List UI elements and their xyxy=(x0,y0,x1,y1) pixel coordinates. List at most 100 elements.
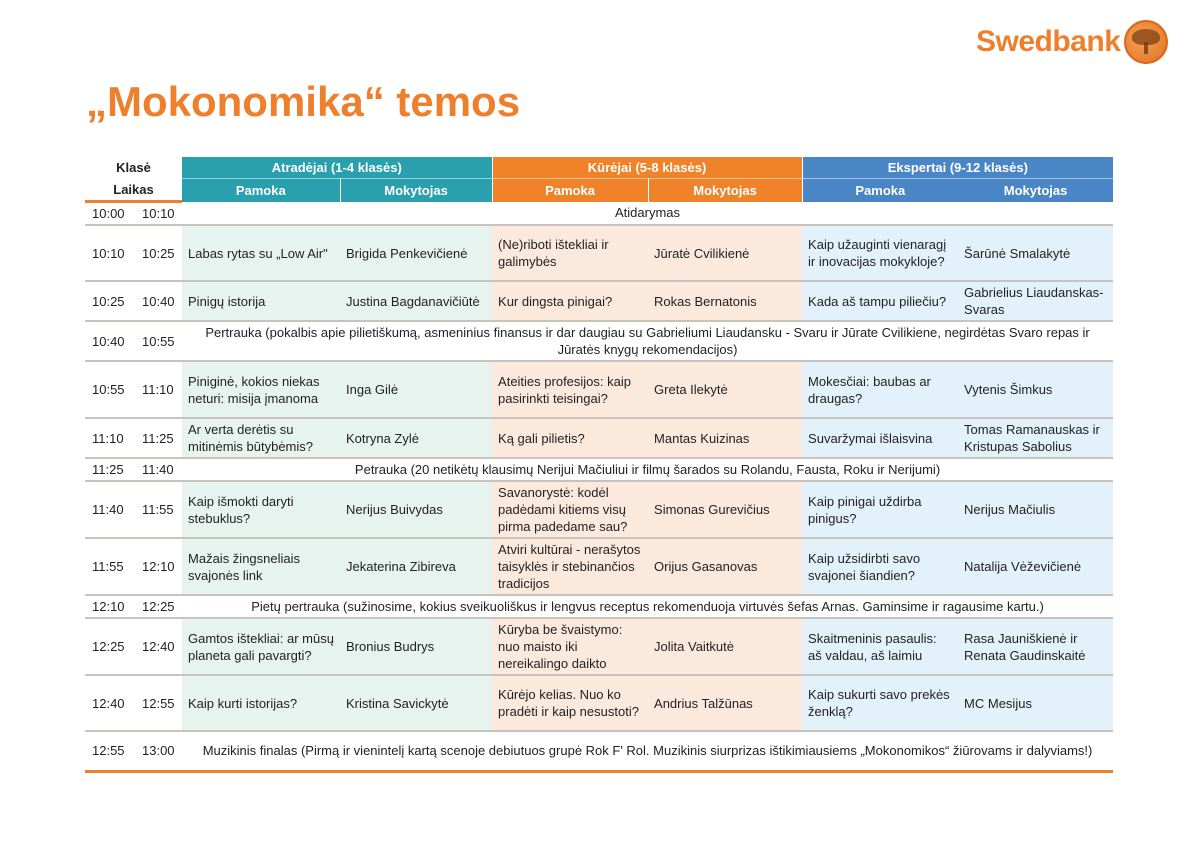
break-row: 11:25 11:40 Petrauka (20 netikėtų klausimų… xyxy=(85,458,1114,482)
swedbank-logo: Swedbank xyxy=(976,20,1169,64)
teacher-name: Orijus Gasanovas xyxy=(648,538,803,596)
teacher-name: Jolita Vaitkutė xyxy=(648,618,803,676)
teacher-name: Simonas Gurevičius xyxy=(648,481,803,539)
end-time: 11:10 xyxy=(135,361,183,419)
lesson-title: Ateities profesijos: kaip pasirinkti tei… xyxy=(492,361,649,419)
teacher-name: Jekaterina Zibireva xyxy=(340,538,493,596)
lesson-title: Ar verta derėtis su mitinėmis būtybėmis? xyxy=(182,418,341,459)
lesson-title: Atviri kultūrai - nerašytos taisyklės ir… xyxy=(492,538,649,596)
schedule-row: 12:40 12:55 Kaip kurti istorijas? Kristina … xyxy=(85,675,1114,732)
schedule-row: 10:55 11:10 Piniginė, kokios niekas neturi… xyxy=(85,361,1114,419)
teacher-name: Rasa Jauniškienė ir Renata Gaudinskaitė xyxy=(958,618,1114,676)
lesson-title: Kaip sukurti savo prekės ženklą? xyxy=(802,675,959,732)
lesson-title: Kur dingsta pinigai? xyxy=(492,281,649,322)
lesson-title: Ką gali pilietis? xyxy=(492,418,649,459)
lesson-title: Mažais žingsneliais svajonės link xyxy=(182,538,341,596)
lesson-title: Suvaržymai išlaisvina xyxy=(802,418,959,459)
teacher-name: Vytenis Šimkus xyxy=(958,361,1114,419)
teacher-name: Nerijus Mačiulis xyxy=(958,481,1114,539)
start-time: 11:10 xyxy=(85,418,135,459)
end-time: 12:10 xyxy=(135,538,183,596)
lesson-title: Kūryba be švaistymo: nuo maisto iki nere… xyxy=(492,618,649,676)
lesson-title: Piniginė, kokios niekas neturi: misija į… xyxy=(182,361,341,419)
start-time: 10:55 xyxy=(85,361,135,419)
lesson-title: Savanorystė: kodėl padėdami kitiems visų… xyxy=(492,481,649,539)
schedule-row: 11:40 11:55 Kaip išmokti daryti stebuklus?… xyxy=(85,481,1114,539)
teacher-name: Bronius Budrys xyxy=(340,618,493,676)
group-header-ekspertai: Ekspertai (9-12 klasės) xyxy=(802,157,1114,179)
break-description: Pietų pertrauka (sužinosime, kokius svei… xyxy=(182,595,1114,619)
teacher-name: MC Mesijus xyxy=(958,675,1114,732)
break-description: Atidarymas xyxy=(182,201,1114,226)
schedule-row: 10:10 10:25 Labas rytas su „Low Air" Brigid… xyxy=(85,225,1114,282)
schedule-table: Klasė Atradėjai (1-4 klasės) Kūrėjai (5-… xyxy=(85,157,1114,773)
teacher-name: Kristina Savickytė xyxy=(340,675,493,732)
lesson-title: Kaip užsidirbti savo svajonei šiandien? xyxy=(802,538,959,596)
teacher-name: Tomas Ramanauskas ir Kristupas Sabolius xyxy=(958,418,1114,459)
start-time: 10:25 xyxy=(85,281,135,322)
teacher-name: Jūratė Cvilikienė xyxy=(648,225,803,282)
schedule-row: 11:10 11:25 Ar verta derėtis su mitinėmis … xyxy=(85,418,1114,459)
teacher-name: Šarūnė Smalakytė xyxy=(958,225,1114,282)
break-description: Muzikinis finalas (Pirmą ir vienintelį k… xyxy=(182,731,1114,773)
end-time: 12:25 xyxy=(135,595,183,619)
schedule-row: 10:25 10:40 Pinigų istorija Justina Bagdana… xyxy=(85,281,1114,322)
start-time: 10:40 xyxy=(85,321,135,362)
logo-text: Swedbank xyxy=(976,25,1121,58)
oak-tree-icon xyxy=(1124,20,1169,64)
teacher-name: Rokas Bernatonis xyxy=(648,281,803,322)
start-time: 10:00 xyxy=(85,201,135,226)
lesson-title: Pinigų istorija xyxy=(182,281,341,322)
end-time: 13:00 xyxy=(135,731,183,773)
break-row: 10:40 10:55 Pertrauka (pokalbis apie pilie… xyxy=(85,321,1114,362)
schedule-row: 12:25 12:40 Gamtos ištekliai: ar mūsų plan… xyxy=(85,618,1114,676)
schedule-row: 11:55 12:10 Mažais žingsneliais svajonės l… xyxy=(85,538,1114,596)
lesson-header: Pamoka xyxy=(802,178,959,202)
break-description: Petrauka (20 netikėtų klausimų Nerijui M… xyxy=(182,458,1114,482)
lesson-title: Kada aš tampu piliečiu? xyxy=(802,281,959,322)
teacher-name: Kotryna Zylė xyxy=(340,418,493,459)
start-time: 12:25 xyxy=(85,618,135,676)
teacher-name: Mantas Kuizinas xyxy=(648,418,803,459)
teacher-header: Mokytojas xyxy=(648,178,803,202)
lesson-title: (Ne)riboti ištekliai ir galimybės xyxy=(492,225,649,282)
start-time: 12:40 xyxy=(85,675,135,732)
lesson-title: Kaip išmokti daryti stebuklus? xyxy=(182,481,341,539)
teacher-header: Mokytojas xyxy=(340,178,493,202)
end-time: 11:25 xyxy=(135,418,183,459)
class-label: Klasė xyxy=(85,157,183,179)
teacher-header: Mokytojas xyxy=(958,178,1114,202)
lesson-title: Kaip kurti istorijas? xyxy=(182,675,341,732)
page-title: „Mokonomika“ temos xyxy=(86,78,521,125)
end-time: 12:40 xyxy=(135,618,183,676)
teacher-name: Gabrielius Liaudanskas-Svaras xyxy=(958,281,1114,322)
break-row: 12:10 12:25 Pietų pertrauka (sužinosime, k… xyxy=(85,595,1114,619)
break-description: Pertrauka (pokalbis apie pilietiškumą, a… xyxy=(182,321,1114,362)
start-time: 12:55 xyxy=(85,731,135,773)
end-time: 10:55 xyxy=(135,321,183,362)
lesson-header: Pamoka xyxy=(492,178,649,202)
start-time: 11:25 xyxy=(85,458,135,482)
lesson-title: Kaip užauginti vienaragį ir inovacijas m… xyxy=(802,225,959,282)
teacher-name: Nerijus Buivydas xyxy=(340,481,493,539)
start-time: 11:55 xyxy=(85,538,135,596)
start-time: 11:40 xyxy=(85,481,135,539)
teacher-name: Justina Bagdanavičiūtė xyxy=(340,281,493,322)
end-time: 12:55 xyxy=(135,675,183,732)
end-time: 11:55 xyxy=(135,481,183,539)
break-row: 12:55 13:00 Muzikinis finalas (Pirmą ir vi… xyxy=(85,731,1114,773)
start-time: 12:10 xyxy=(85,595,135,619)
teacher-name: Brigida Penkevičienė xyxy=(340,225,493,282)
teacher-name: Greta Ilekytė xyxy=(648,361,803,419)
end-time: 11:40 xyxy=(135,458,183,482)
end-time: 10:25 xyxy=(135,225,183,282)
break-row: 10:00 10:10 Atidarymas xyxy=(85,201,1114,226)
teacher-name: Inga Gilė xyxy=(340,361,493,419)
start-time: 10:10 xyxy=(85,225,135,282)
lesson-title: Labas rytas su „Low Air" xyxy=(182,225,341,282)
lesson-title: Skaitmeninis pasaulis: aš valdau, aš lai… xyxy=(802,618,959,676)
end-time: 10:10 xyxy=(135,201,183,226)
end-time: 10:40 xyxy=(135,281,183,322)
teacher-name: Natalija Vėževičienė xyxy=(958,538,1114,596)
lesson-title: Mokesčiai: baubas ar draugas? xyxy=(802,361,959,419)
